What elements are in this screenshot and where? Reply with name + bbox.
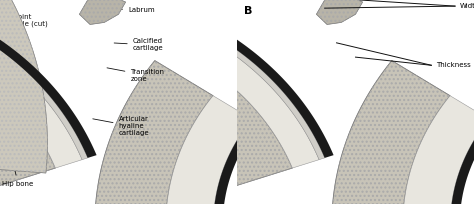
Polygon shape (0, 11, 88, 160)
Text: Hip bone: Hip bone (2, 170, 34, 187)
Text: Thickness: Thickness (436, 62, 471, 68)
Polygon shape (163, 3, 334, 158)
Polygon shape (0, 0, 47, 173)
Polygon shape (80, 0, 126, 24)
Polygon shape (0, 14, 82, 168)
Polygon shape (108, 31, 292, 188)
Polygon shape (450, 119, 474, 204)
Polygon shape (95, 61, 213, 204)
Polygon shape (0, 3, 97, 158)
Polygon shape (403, 96, 474, 204)
Text: Calcified
cartilage: Calcified cartilage (114, 38, 164, 51)
Text: Transition
zone: Transition zone (107, 68, 164, 82)
Polygon shape (160, 11, 325, 160)
Polygon shape (213, 119, 260, 204)
Polygon shape (145, 14, 319, 168)
Polygon shape (0, 31, 55, 188)
Polygon shape (316, 0, 363, 24)
Text: Hip joint
capsule (cut): Hip joint capsule (cut) (2, 14, 48, 48)
Text: A: A (7, 6, 16, 16)
Polygon shape (166, 96, 252, 204)
Text: Articular
hyaline
cartilage: Articular hyaline cartilage (93, 116, 149, 136)
Text: B: B (244, 6, 253, 16)
Text: Labrum: Labrum (102, 7, 155, 13)
Text: Width: Width (460, 3, 474, 9)
Polygon shape (332, 61, 450, 204)
